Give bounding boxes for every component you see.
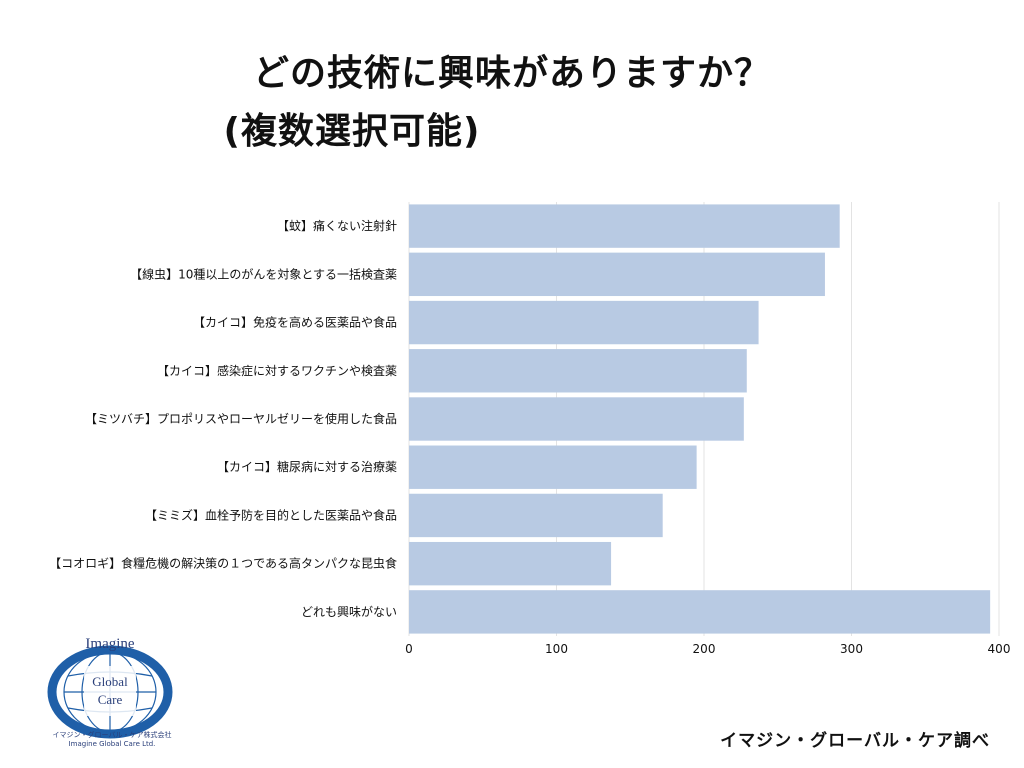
x-tick-label: 300	[840, 642, 863, 656]
category-label: 【ミツバチ】プロポリスやローヤルゼリーを使用した食品	[85, 411, 397, 426]
bar	[409, 445, 697, 489]
logo-text-global: Global	[92, 674, 128, 689]
category-label: 【カイコ】糖尿病に対する治療薬	[217, 459, 397, 474]
logo-text-care: Care	[98, 692, 123, 707]
chart-title-line2: (複数選択可能)	[223, 111, 481, 152]
bar	[409, 493, 663, 538]
bar	[409, 300, 759, 345]
chart-title-line1: どの技術に興味がありますか？	[252, 53, 771, 94]
logo-caption: イマジン・グローバル・ケア株式会社 Imagine Global Care Lt…	[22, 731, 202, 749]
logo-text-imagine: Imagine	[85, 636, 134, 652]
source-note: イマジン・グローバル・ケア調べ	[720, 731, 990, 751]
x-tick-label: 100	[545, 642, 568, 656]
logo-caption-en: Imagine Global Care Ltd.	[68, 740, 156, 748]
bar	[409, 252, 825, 297]
category-label: どれも興味がない	[301, 604, 397, 619]
bar	[409, 349, 747, 393]
company-logo-icon: Imagine Global Care	[47, 636, 173, 739]
bar	[409, 397, 744, 441]
category-label: 【蚊】痛くない注射針	[277, 218, 397, 233]
category-label: 【コオロギ】食糧危機の解決策の１つである高タンパクな昆虫食	[49, 556, 397, 571]
category-label: 【線虫】10種以上のがんを対象とする一括検査薬	[130, 266, 397, 281]
category-label: 【カイコ】免疫を高める医薬品や食品	[193, 315, 397, 330]
x-tick-label: 400	[988, 642, 1011, 656]
category-label: 【カイコ】感染症に対するワクチンや検査薬	[157, 363, 397, 378]
logo-caption-jp: イマジン・グローバル・ケア株式会社	[52, 731, 172, 739]
bar	[409, 204, 840, 248]
x-tick-label: 0	[405, 642, 413, 656]
bar	[409, 590, 991, 634]
x-tick-label: 200	[693, 642, 716, 656]
bar	[409, 541, 612, 586]
category-label: 【ミミズ】血栓予防を目的とした医薬品や食品	[145, 507, 397, 522]
